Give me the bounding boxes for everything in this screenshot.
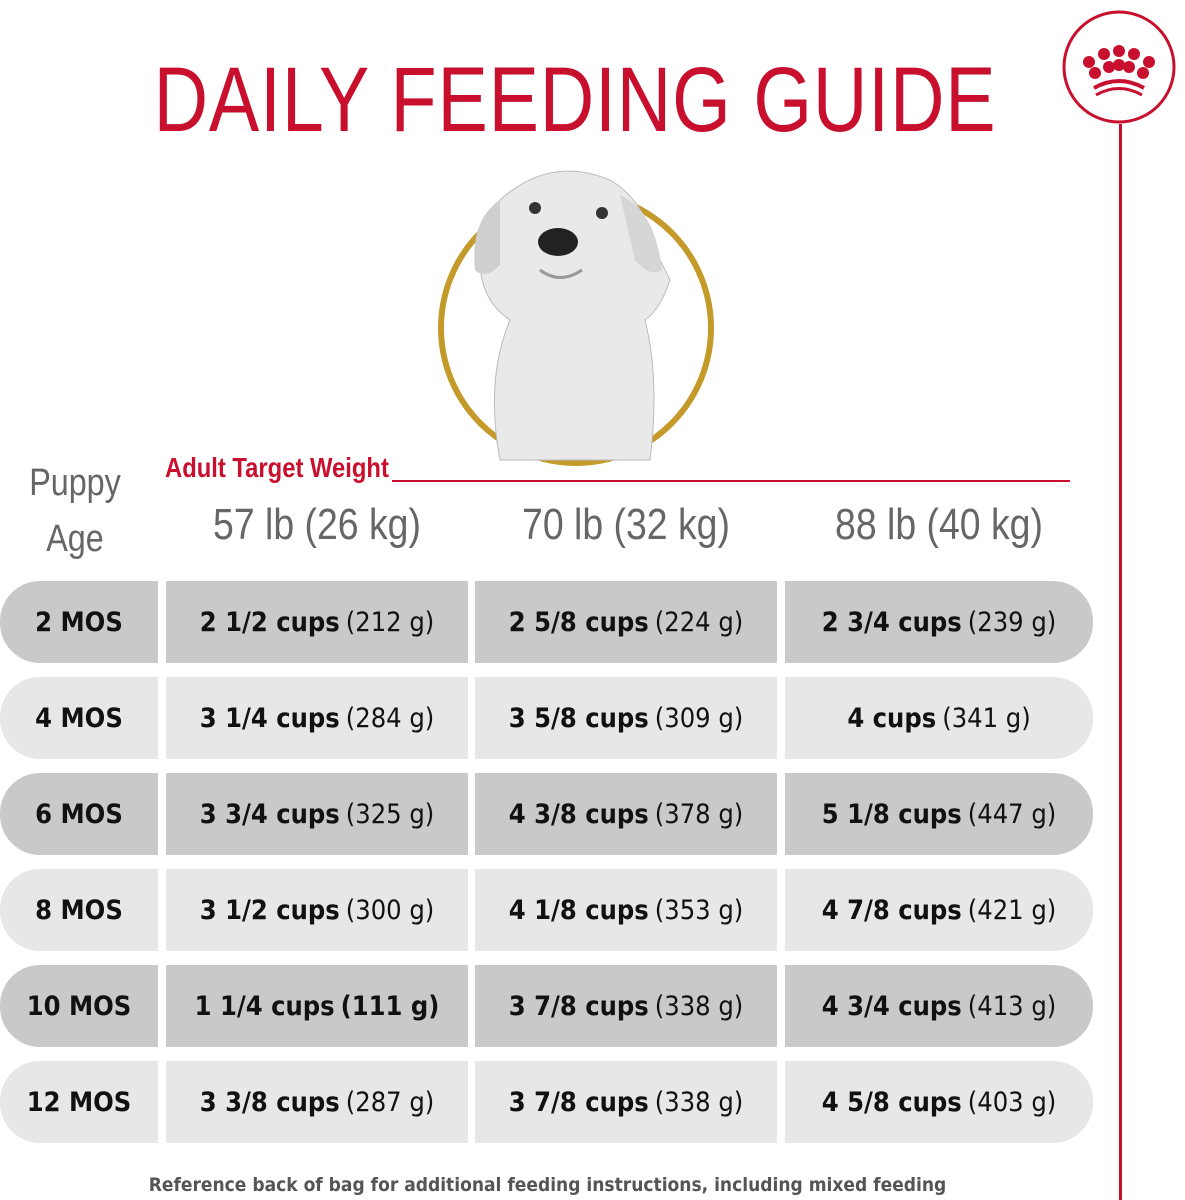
cups-value: 5 1/8 cups <box>821 798 962 830</box>
cups-value: 3 1/4 cups <box>199 702 340 734</box>
amount-cell: 3 5/8 cups (309 g) <box>475 677 777 759</box>
amount-cell: 2 3/4 cups (239 g) <box>785 581 1093 663</box>
grams-value: (338 g) <box>654 1086 744 1118</box>
cups-value: 3 3/4 cups <box>199 798 340 830</box>
grams-value: (309 g) <box>654 702 744 734</box>
cups-value: 3 7/8 cups <box>508 1086 649 1118</box>
grams-value: (338 g) <box>654 990 744 1022</box>
grams-value: (300 g) <box>345 894 435 926</box>
grams-value: (413 g) <box>967 990 1057 1022</box>
age-cell: 12 MOS <box>0 1061 158 1143</box>
amount-cell: 3 1/4 cups (284 g) <box>166 677 468 759</box>
cups-value: 3 5/8 cups <box>508 702 649 734</box>
grams-value: (447 g) <box>967 798 1057 830</box>
cups-value: 2 3/4 cups <box>821 606 962 638</box>
amount-cell: 2 1/2 cups (212 g) <box>166 581 468 663</box>
grams-value: (378 g) <box>654 798 744 830</box>
amount-cell: 4 cups (341 g) <box>785 677 1093 759</box>
cups-value: 2 5/8 cups <box>508 606 649 638</box>
grams-value: (421 g) <box>967 894 1057 926</box>
cups-value: 4 5/8 cups <box>821 1086 962 1118</box>
grams-value: (341 g) <box>942 702 1031 734</box>
grams-value: (212 g) <box>345 606 435 638</box>
age-cell: 8 MOS <box>0 869 158 951</box>
amount-cell: 3 3/8 cups (287 g) <box>166 1061 468 1143</box>
grams-value: (111 g) <box>340 990 440 1022</box>
amount-cell: 2 5/8 cups (224 g) <box>475 581 777 663</box>
amount-cell: 4 5/8 cups (403 g) <box>785 1061 1093 1143</box>
amount-cell: 3 7/8 cups (338 g) <box>475 965 777 1047</box>
cups-value: 4 3/4 cups <box>821 990 962 1022</box>
amount-cell: 4 3/8 cups (378 g) <box>475 773 777 855</box>
adult-target-weight-label: Adult Target Weight <box>165 452 389 483</box>
age-header-line2: Age <box>46 518 104 560</box>
amount-cell: 3 3/4 cups (325 g) <box>166 773 468 855</box>
cups-value: 4 cups <box>847 702 937 734</box>
amount-cell: 4 7/8 cups (421 g) <box>785 869 1093 951</box>
grams-value: (287 g) <box>345 1086 435 1118</box>
age-cell: 2 MOS <box>0 581 158 663</box>
table-row: 8 MOS 3 1/2 cups (300 g) 4 1/8 cups (353 g) 4… <box>0 869 1093 951</box>
age-cell: 10 MOS <box>0 965 158 1047</box>
age-cell: 6 MOS <box>0 773 158 855</box>
grams-value: (224 g) <box>654 606 744 638</box>
footer-note: Reference back of bag for additional fee… <box>148 1174 947 1196</box>
cups-value: 4 7/8 cups <box>821 894 962 926</box>
cups-value: 3 3/8 cups <box>199 1086 340 1118</box>
puppy-age-header: Puppy Age <box>28 455 122 567</box>
table-row: 12 MOS 3 3/8 cups (287 g) 3 7/8 cups (338 g)… <box>0 1061 1093 1143</box>
table-row: 10 MOS 1 1/4 cups (111 g) 3 7/8 cups (338 g)… <box>0 965 1093 1047</box>
grams-value: (353 g) <box>654 894 744 926</box>
amount-cell: 4 1/8 cups (353 g) <box>475 869 777 951</box>
cups-value: 1 1/4 cups <box>194 990 335 1022</box>
amount-cell: 5 1/8 cups (447 g) <box>785 773 1093 855</box>
age-cell: 4 MOS <box>0 677 158 759</box>
grams-value: (284 g) <box>345 702 435 734</box>
cups-value: 4 3/8 cups <box>508 798 649 830</box>
cups-value: 2 1/2 cups <box>199 606 340 638</box>
amount-cell: 1 1/4 cups (111 g) <box>166 965 468 1047</box>
amount-cell: 4 3/4 cups (413 g) <box>785 965 1093 1047</box>
grams-value: (239 g) <box>967 606 1057 638</box>
weight-header-88: 88 lb (40 kg) <box>835 500 1043 549</box>
amount-cell: 3 1/2 cups (300 g) <box>166 869 468 951</box>
weight-header-70: 70 lb (32 kg) <box>522 500 730 549</box>
divider <box>392 480 1070 482</box>
grams-value: (325 g) <box>345 798 435 830</box>
grams-value: (403 g) <box>967 1086 1057 1118</box>
cups-value: 3 1/2 cups <box>199 894 340 926</box>
age-header-line1: Puppy <box>29 462 121 504</box>
cups-value: 3 7/8 cups <box>508 990 649 1022</box>
weight-header-57: 57 lb (26 kg) <box>213 500 421 549</box>
puppy-image <box>438 170 714 466</box>
crown-icon <box>1062 10 1176 124</box>
accent-line <box>1119 124 1122 1200</box>
table-row: 4 MOS 3 1/4 cups (284 g) 3 5/8 cups (309 g) 4… <box>0 677 1093 759</box>
table-row: 6 MOS 3 3/4 cups (325 g) 4 3/8 cups (378 g) 5… <box>0 773 1093 855</box>
cups-value: 4 1/8 cups <box>508 894 649 926</box>
amount-cell: 3 7/8 cups (338 g) <box>475 1061 777 1143</box>
table-row: 2 MOS 2 1/2 cups (212 g) 2 5/8 cups (224 g) 2… <box>0 581 1093 663</box>
page-title: DAILY FEEDING GUIDE <box>153 49 997 151</box>
